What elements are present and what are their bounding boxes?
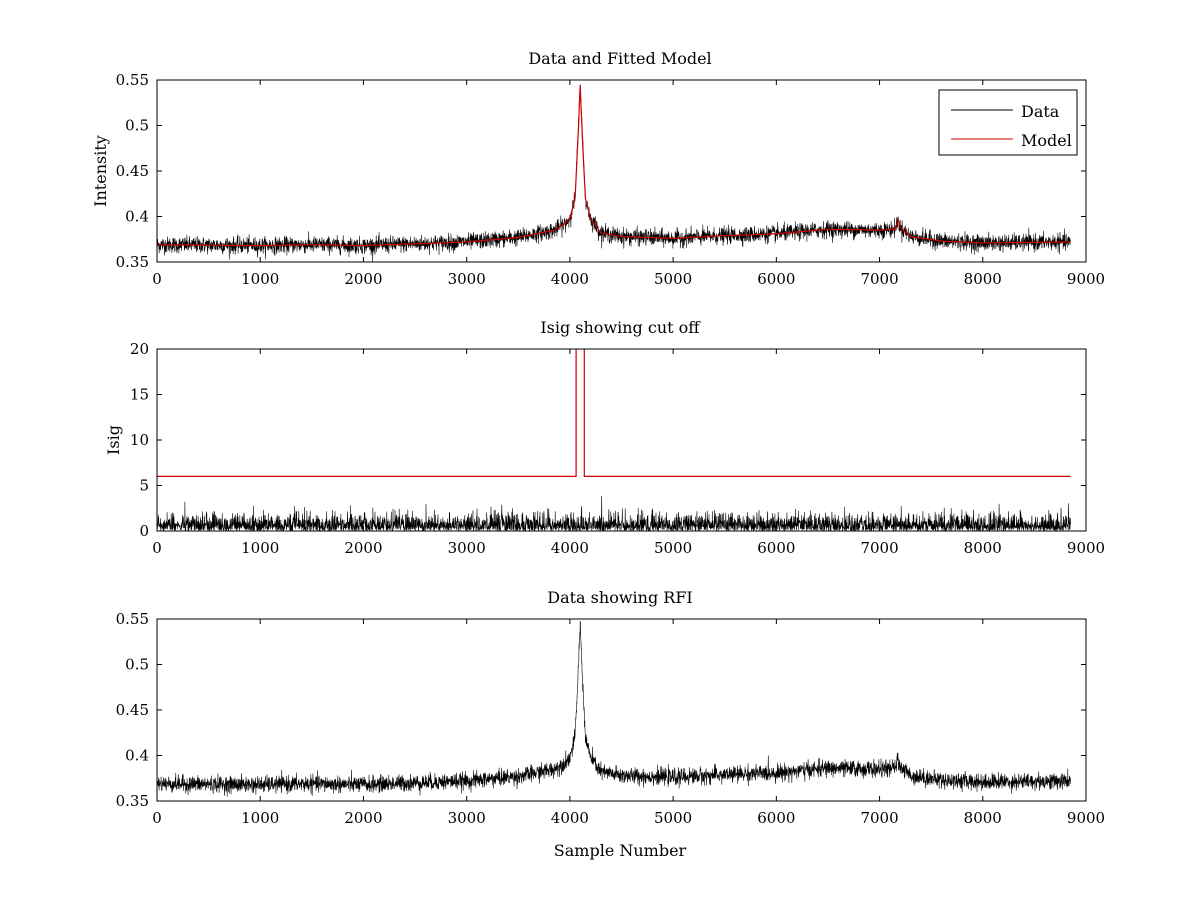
x-tick-label: 5000: [654, 809, 692, 827]
series-cut-off: [157, 349, 1071, 477]
y-tick-label: 0: [139, 522, 149, 540]
x-tick-label: 2000: [344, 809, 382, 827]
series-model: [157, 84, 1071, 247]
x-tick-label: 7000: [860, 809, 898, 827]
subplot-title: Data and Fitted Model: [528, 49, 711, 68]
x-tick-label: 8000: [964, 809, 1002, 827]
y-axis-label: Intensity: [91, 135, 110, 207]
x-tick-label: 2000: [344, 539, 382, 557]
subplot-title: Data showing RFI: [547, 588, 692, 607]
x-tick-label: 8000: [964, 539, 1002, 557]
plot-area: [157, 620, 1071, 797]
legend-box: [938, 89, 1078, 156]
x-tick-label: 3000: [448, 809, 486, 827]
y-tick-label: 0.35: [116, 792, 149, 810]
legend-entry-data: Data: [1021, 102, 1060, 121]
x-tick-label: 2000: [344, 270, 382, 288]
x-tick-label: 1000: [241, 539, 279, 557]
x-tick-label: 1000: [241, 270, 279, 288]
y-axis-label: Isig: [104, 425, 123, 455]
y-tick-label: 10: [130, 431, 149, 449]
y-tick-label: 0.35: [116, 253, 149, 271]
y-tick-label: 0.4: [125, 208, 149, 226]
x-tick-label: 4000: [551, 539, 589, 557]
y-tick-label: 0.5: [125, 656, 149, 674]
x-tick-label: 7000: [860, 539, 898, 557]
series-isig: [157, 495, 1071, 531]
legend-entry-model: Model: [1021, 131, 1072, 150]
y-tick-label: 0.55: [116, 71, 149, 89]
x-tick-label: 6000: [757, 809, 795, 827]
x-tick-label: 4000: [551, 270, 589, 288]
series-data: [157, 620, 1071, 797]
x-tick-label: 4000: [551, 809, 589, 827]
subplot-data-and-fitted-model: Data and Fitted Model Intensity 0 1000 200…: [91, 49, 1105, 288]
y-tick-label: 0.55: [116, 610, 149, 628]
x-axis-label: Sample Number: [554, 841, 687, 860]
x-tick-label: 5000: [654, 270, 692, 288]
x-tick-label: 9000: [1067, 809, 1105, 827]
plot-area: [157, 349, 1071, 531]
y-tick-label: 15: [130, 386, 149, 404]
x-tick-label: 3000: [448, 270, 486, 288]
subplot-title: Isig showing cut off: [540, 318, 701, 337]
subplot-data-showing-rfi: Data showing RFI Sample Number 0 1000 2000…: [116, 588, 1106, 860]
subplot-isig-showing-cut-off: Isig showing cut off Isig 0 1000 2000 3000 4…: [104, 318, 1105, 557]
x-tick-label: 0: [152, 270, 162, 288]
y-tick-label: 0.45: [116, 701, 149, 719]
y-tick-label: 20: [130, 340, 149, 358]
x-tick-label: 7000: [860, 270, 898, 288]
x-tick-label: 5000: [654, 539, 692, 557]
y-tick-label: 0.4: [125, 747, 149, 765]
x-tick-label: 1000: [241, 809, 279, 827]
legend: Data Model: [938, 89, 1078, 156]
plot-area: [157, 84, 1071, 262]
x-tick-label: 8000: [964, 270, 1002, 288]
x-tick-label: 9000: [1067, 270, 1105, 288]
x-tick-label: 3000: [448, 539, 486, 557]
series-data: [157, 86, 1071, 262]
x-tick-label: 6000: [757, 270, 795, 288]
y-tick-label: 0.45: [116, 162, 149, 180]
y-tick-label: 0.5: [125, 117, 149, 135]
x-tick-label: 9000: [1067, 539, 1105, 557]
x-tick-label: 6000: [757, 539, 795, 557]
x-tick-label: 0: [152, 539, 162, 557]
y-tick-label: 5: [139, 477, 149, 495]
x-tick-label: 0: [152, 809, 162, 827]
